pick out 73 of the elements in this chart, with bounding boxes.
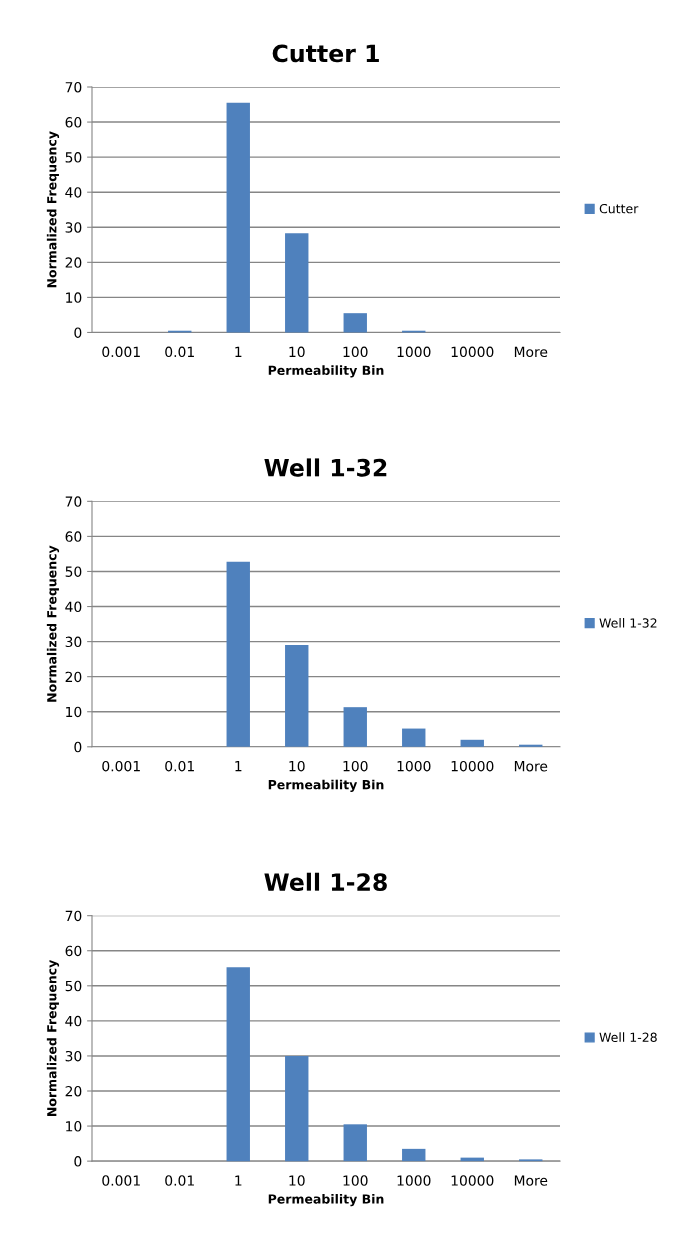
bar <box>285 1055 309 1162</box>
y-tick-label: 40 <box>65 1015 82 1027</box>
y-tick-label: 60 <box>65 117 82 128</box>
y-tick-label: 60 <box>65 945 82 957</box>
x-tick-label: 1 <box>235 1175 242 1186</box>
x-axis-title: Permeability Bin <box>268 779 384 792</box>
bar <box>285 645 309 747</box>
bar <box>226 561 250 747</box>
y-tick-label: 50 <box>65 980 82 992</box>
bar <box>343 1124 367 1162</box>
x-tick-label: More <box>514 1175 548 1186</box>
bar <box>402 728 426 747</box>
x-tick-label: 1 <box>235 761 242 772</box>
x-tick-label: 0.001 <box>102 760 140 772</box>
legend-label: Well 1-32 <box>599 618 657 628</box>
y-tick-label: 30 <box>65 1050 82 1062</box>
x-tick-label: 0.01 <box>165 346 194 358</box>
bar <box>226 967 250 1162</box>
x-tick-label: 10 <box>289 760 305 772</box>
y-tick-label: 10 <box>66 1121 82 1132</box>
y-tick-label: 70 <box>65 81 82 93</box>
y-axis-title: Normalized Frequency <box>46 131 60 288</box>
y-tick-label: 0 <box>74 327 82 338</box>
x-tick-label: 1 <box>235 346 242 357</box>
legend-label: Well 1-28 <box>599 1032 657 1043</box>
y-axis-title: Normalized Frequency <box>46 545 60 702</box>
chart-title: Well 1-32 <box>264 458 387 477</box>
y-tick-label: 60 <box>65 531 82 542</box>
y-tick-label: 10 <box>66 292 82 303</box>
bar <box>285 233 309 333</box>
y-tick-label: 30 <box>65 222 82 233</box>
bar <box>402 1148 426 1162</box>
x-tick-label: 0.001 <box>102 1175 140 1186</box>
x-axis-title: Permeability Bin <box>268 1194 384 1207</box>
x-tick-label: 10000 <box>451 346 494 358</box>
y-tick-label: 70 <box>65 496 82 507</box>
x-tick-label: 10000 <box>451 760 494 772</box>
x-tick-label: 100 <box>343 1175 368 1186</box>
x-tick-label: 1000 <box>397 760 431 772</box>
y-tick-label: 0 <box>74 1156 82 1167</box>
x-tick-label: 0.01 <box>165 1175 194 1186</box>
y-tick-label: 40 <box>65 601 82 613</box>
y-tick-label: 20 <box>65 1085 82 1097</box>
bar <box>343 707 367 747</box>
x-axis-title: Permeability Bin <box>268 365 384 378</box>
x-tick-label: 0.001 <box>102 346 140 358</box>
x-tick-label: 10000 <box>451 1175 494 1186</box>
bar <box>519 744 543 747</box>
chart-title: Well 1-28 <box>264 872 387 891</box>
y-tick-label: 50 <box>65 566 82 577</box>
y-tick-label: 10 <box>66 706 82 718</box>
x-tick-label: More <box>514 346 548 358</box>
y-tick-label: 40 <box>65 187 82 198</box>
y-axis-title: Normalized Frequency <box>46 959 60 1116</box>
legend-label: Cutter <box>599 203 639 214</box>
bar <box>460 739 484 747</box>
x-tick-label: 0.01 <box>165 760 194 772</box>
x-tick-label: 1000 <box>397 346 431 358</box>
y-tick-label: 70 <box>65 910 82 922</box>
x-tick-label: 100 <box>343 346 368 358</box>
y-tick-label: 0 <box>74 741 82 753</box>
bar <box>343 313 367 333</box>
bar <box>226 102 250 333</box>
x-tick-label: 1000 <box>397 1175 431 1186</box>
x-tick-label: 100 <box>343 760 368 772</box>
x-tick-label: 10 <box>289 346 305 358</box>
x-tick-label: More <box>514 761 548 772</box>
chart-title: Cutter 1 <box>272 44 379 63</box>
y-tick-label: 20 <box>65 257 82 268</box>
y-tick-label: 20 <box>65 671 82 683</box>
y-tick-label: 30 <box>65 636 82 648</box>
y-tick-label: 50 <box>65 152 82 163</box>
x-tick-label: 10 <box>289 1175 305 1186</box>
